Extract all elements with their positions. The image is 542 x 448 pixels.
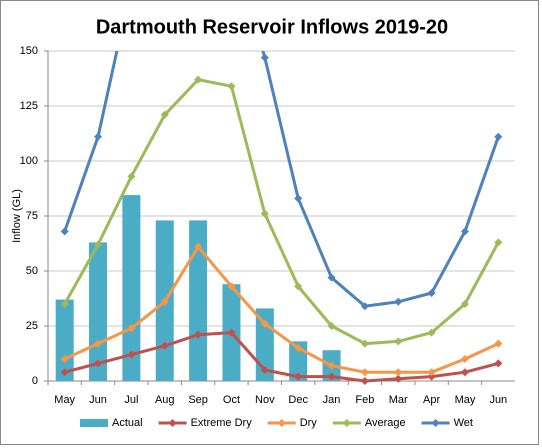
marker (60, 355, 69, 363)
line (63, 51, 500, 308)
bar (55, 299, 74, 381)
marker (327, 361, 336, 370)
y-axis-label: Inflow (GL) (11, 189, 23, 243)
legend-swatch (277, 419, 286, 427)
marker (394, 368, 403, 377)
marker (194, 242, 203, 251)
legend-label: Average (365, 417, 406, 429)
legend-swatch (342, 419, 351, 427)
marker (327, 322, 336, 330)
x-tick-label: Dec (288, 394, 308, 406)
marker (127, 172, 136, 181)
marker (294, 344, 303, 352)
marker (94, 132, 103, 141)
line (64, 331, 499, 383)
marker (427, 372, 436, 381)
marker (360, 339, 369, 348)
x-tick-label: May (455, 394, 476, 406)
marker (460, 227, 469, 236)
marker (260, 53, 269, 62)
x-tick-label: Jan (323, 394, 341, 406)
marker (394, 374, 403, 383)
x-tick-label: Oct (223, 394, 240, 406)
legend-label: Extreme Dry (191, 417, 253, 429)
bar (122, 195, 141, 381)
legend-label: Wet (454, 417, 473, 429)
line (63, 78, 500, 346)
x-tick-label: Jun (489, 394, 507, 406)
x-tick-label: Mar (389, 394, 408, 406)
marker (460, 368, 469, 377)
bar (189, 220, 208, 381)
marker (60, 227, 69, 236)
marker (360, 368, 369, 377)
marker (427, 328, 436, 337)
marker (60, 368, 69, 377)
marker (127, 350, 136, 359)
legend-label: Actual (112, 417, 143, 429)
marker (160, 110, 169, 119)
marker (494, 238, 503, 247)
marker (94, 240, 103, 249)
marker (194, 330, 203, 339)
plot-area (55, 51, 503, 385)
y-tick-label: 0 (32, 375, 38, 387)
x-tick-label: Apr (423, 394, 440, 406)
marker (460, 355, 469, 363)
marker (460, 300, 469, 308)
marker (427, 289, 436, 297)
x-tick-label: May (54, 394, 75, 406)
y-tick-label: 50 (26, 265, 38, 277)
marker (494, 339, 503, 348)
legend-swatch (431, 419, 440, 427)
marker (260, 209, 269, 218)
legend-swatch (168, 419, 177, 427)
marker (294, 372, 303, 381)
marker (360, 377, 369, 385)
marker (427, 368, 436, 377)
marker (294, 282, 303, 291)
marker (494, 132, 503, 141)
y-tick-label: 100 (20, 155, 38, 167)
marker (327, 273, 336, 282)
marker (227, 328, 236, 337)
marker (260, 319, 269, 328)
marker (294, 194, 303, 203)
line (64, 245, 499, 374)
marker (127, 324, 136, 333)
x-tick-label: Jul (124, 394, 138, 406)
chart-title: Dartmouth Reservoir Inflows 2019-20 (96, 16, 448, 38)
marker (394, 337, 403, 346)
marker (227, 82, 236, 91)
legend-label: Dry (300, 417, 318, 429)
legend-swatch (80, 419, 108, 427)
x-tick-label: Sep (188, 394, 208, 406)
marker (260, 366, 269, 374)
marker (494, 359, 503, 368)
x-tick-label: Feb (355, 394, 374, 406)
x-tick-label: Jun (89, 394, 107, 406)
x-tick-label: Nov (255, 394, 275, 406)
y-tick-label: 125 (20, 100, 38, 112)
marker (327, 372, 336, 381)
y-tick-label: 150 (20, 45, 38, 57)
marker (227, 282, 236, 291)
marker (60, 300, 69, 308)
marker (160, 341, 169, 350)
marker (360, 302, 369, 311)
y-tick-label: 75 (26, 210, 38, 222)
x-tick-label: Aug (155, 394, 175, 406)
y-tick-label: 25 (26, 320, 38, 332)
marker (194, 75, 203, 84)
marker (94, 359, 103, 368)
marker (394, 297, 403, 306)
marker (94, 339, 103, 348)
marker (160, 297, 169, 306)
